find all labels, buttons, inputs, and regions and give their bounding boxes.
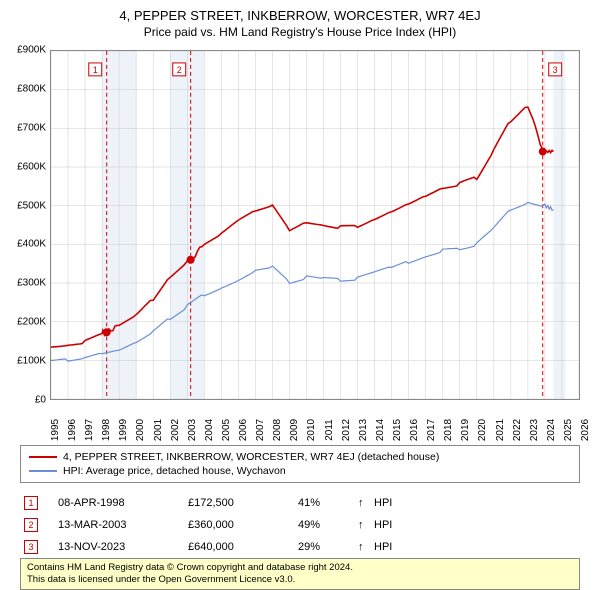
y-tick-label: £900K: [17, 45, 46, 56]
x-tick-label: 1998: [101, 419, 112, 441]
legend: 4, PEPPER STREET, INKBERROW, WORCESTER, …: [20, 445, 580, 483]
legend-item: HPI: Average price, detached house, Wych…: [29, 464, 571, 478]
x-tick-label: 2020: [477, 419, 488, 441]
transaction-marker: 1: [24, 496, 38, 510]
footer-attribution: Contains HM Land Registry data © Crown c…: [20, 558, 580, 590]
x-tick-label: 2000: [135, 419, 146, 441]
legend-swatch: [29, 456, 57, 458]
x-tick-label: 2018: [443, 419, 454, 441]
svg-text:1: 1: [93, 65, 98, 75]
up-arrow-icon: ↑: [358, 541, 374, 553]
transaction-pct: 29%: [298, 541, 358, 553]
x-tick-label: 2010: [306, 419, 317, 441]
chart-subtitle: Price paid vs. HM Land Registry's House …: [0, 25, 600, 39]
transaction-date: 08-APR-1998: [58, 497, 188, 509]
x-tick-label: 2024: [546, 419, 557, 441]
x-tick-label: 2001: [153, 419, 164, 441]
x-tick-label: 2016: [409, 419, 420, 441]
chart-plot-area: 1 2 3: [50, 50, 580, 400]
up-arrow-icon: ↑: [358, 497, 374, 509]
x-tick-label: 2011: [324, 419, 335, 441]
transaction-pct: 49%: [298, 519, 358, 531]
transaction-pct: 41%: [298, 497, 358, 509]
x-tick-label: 2019: [460, 419, 471, 441]
x-tick-label: 2023: [529, 419, 540, 441]
y-tick-label: £800K: [17, 83, 46, 94]
footer-line1: Contains HM Land Registry data © Crown c…: [27, 562, 573, 574]
svg-text:2: 2: [177, 65, 182, 75]
x-tick-label: 1999: [118, 419, 129, 441]
chart-svg: 1 2 3: [51, 51, 579, 399]
x-tick-label: 1997: [84, 419, 95, 441]
y-tick-label: £700K: [17, 122, 46, 133]
y-axis: £0£100K£200K£300K£400K£500K£600K£700K£80…: [0, 50, 50, 400]
x-tick-label: 2015: [392, 419, 403, 441]
transactions-table: 108-APR-1998£172,50041%↑HPI213-MAR-2003£…: [20, 492, 580, 558]
transaction-hpi-label: HPI: [374, 497, 392, 509]
legend-swatch: [29, 470, 57, 471]
x-tick-label: 2021: [495, 419, 506, 441]
transaction-hpi-label: HPI: [374, 541, 392, 553]
transaction-price: £640,000: [188, 541, 298, 553]
transaction-price: £360,000: [188, 519, 298, 531]
legend-item: 4, PEPPER STREET, INKBERROW, WORCESTER, …: [29, 450, 571, 464]
x-tick-label: 2002: [170, 419, 181, 441]
transaction-date: 13-NOV-2023: [58, 541, 188, 553]
x-tick-label: 2008: [272, 419, 283, 441]
y-tick-label: £100K: [17, 356, 46, 367]
transaction-date: 13-MAR-2003: [58, 519, 188, 531]
transaction-row: 3 13-NOV-2023£640,00029%↑HPI: [20, 536, 580, 558]
x-axis: 1995 1996 1997 1998 1999 2000 2001 2002 2003 2004…: [50, 400, 580, 440]
transaction-marker: 2: [24, 518, 38, 532]
x-tick-label: 1996: [67, 419, 78, 441]
x-tick-label: 2009: [289, 419, 300, 441]
x-tick-label: 2006: [238, 419, 249, 441]
x-tick-label: 2005: [221, 419, 232, 441]
chart-title: 4, PEPPER STREET, INKBERROW, WORCESTER, …: [0, 8, 600, 23]
x-tick-label: 2004: [204, 419, 215, 441]
y-tick-label: £500K: [17, 200, 46, 211]
legend-label: 4, PEPPER STREET, INKBERROW, WORCESTER, …: [63, 451, 439, 463]
transaction-row: 1 08-APR-1998£172,50041%↑HPI: [20, 492, 580, 514]
footer-line2: This data is licensed under the Open Gov…: [27, 574, 573, 586]
x-tick-label: 2022: [512, 419, 523, 441]
y-tick-label: £0: [35, 395, 46, 406]
y-tick-label: £400K: [17, 239, 46, 250]
y-tick-label: £300K: [17, 278, 46, 289]
x-tick-label: 2013: [358, 419, 369, 441]
x-tick-label: 2025: [563, 419, 574, 441]
y-tick-label: £200K: [17, 317, 46, 328]
up-arrow-icon: ↑: [358, 519, 374, 531]
x-tick-label: 2012: [341, 419, 352, 441]
transaction-row: 2 13-MAR-2003£360,00049%↑HPI: [20, 514, 580, 536]
legend-label: HPI: Average price, detached house, Wych…: [63, 465, 286, 477]
transaction-marker: 3: [24, 540, 38, 554]
x-tick-label: 1995: [50, 419, 61, 441]
x-tick-label: 2014: [375, 419, 386, 441]
x-tick-label: 2007: [255, 419, 266, 441]
y-tick-label: £600K: [17, 161, 46, 172]
transaction-price: £172,500: [188, 497, 298, 509]
transaction-hpi-label: HPI: [374, 519, 392, 531]
x-tick-label: 2003: [187, 419, 198, 441]
x-tick-label: 2017: [426, 419, 437, 441]
svg-text:3: 3: [553, 65, 558, 75]
chart-title-block: 4, PEPPER STREET, INKBERROW, WORCESTER, …: [0, 0, 600, 39]
x-tick-label: 2026: [580, 419, 591, 441]
